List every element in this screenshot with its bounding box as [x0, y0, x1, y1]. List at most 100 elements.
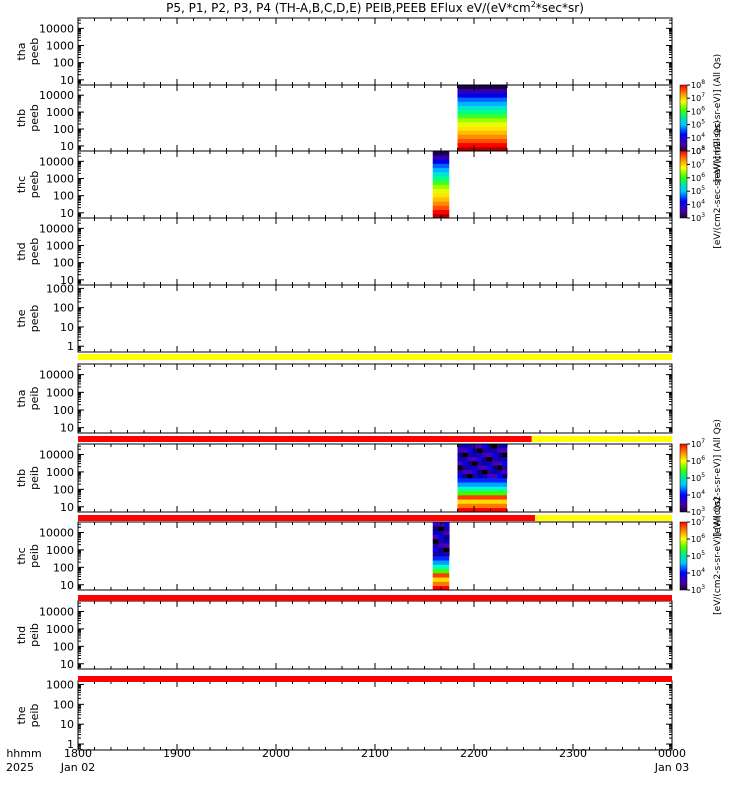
spectrogram-cell	[432, 551, 439, 557]
y-tick-label: 10000	[39, 369, 74, 382]
spectrogram-cell	[457, 490, 507, 496]
spectrogram-cell	[432, 209, 450, 215]
panel-thc_peeb: 10 100 1000 10000 thcpeeb	[15, 150, 673, 220]
spectrogram-cell	[432, 188, 450, 194]
spectrogram-cell	[432, 534, 439, 540]
colorbar-tick-label: 108	[691, 145, 705, 156]
spectrogram-cell	[457, 456, 463, 462]
spectrogram-cell	[432, 163, 450, 169]
spectrogram-cell	[492, 448, 498, 453]
spectrogram-cell	[482, 452, 488, 458]
y-tick-label: 100	[53, 302, 74, 315]
time-tick-label: 2000	[262, 747, 290, 760]
spectrogram-cell	[457, 499, 507, 504]
y-tick-label: 10	[60, 579, 74, 592]
spectrogram-cell	[492, 461, 498, 466]
status-segment	[531, 436, 672, 442]
spectrogram-cell	[457, 109, 507, 115]
y-tick-label: 100	[53, 123, 74, 136]
y-tick-label: 100	[53, 257, 74, 270]
spectrogram-cell	[502, 444, 508, 449]
spectrogram-cell	[462, 469, 468, 475]
spectrogram-cell	[432, 155, 450, 160]
spectrogram-cell	[457, 118, 507, 123]
spectrogram-cell	[462, 448, 468, 453]
spectrogram-cell	[487, 456, 493, 462]
panel-label: thbpeeb	[15, 104, 41, 132]
y-tick-label: 1000	[46, 40, 74, 53]
spectrogram-cell	[477, 452, 483, 458]
y-tick-label: 1	[67, 738, 74, 751]
spectrogram-cell	[457, 85, 507, 90]
spectrogram-cell	[457, 126, 507, 131]
spectrogram-cell	[487, 461, 493, 466]
spectrogram-cell	[482, 473, 488, 479]
spectrogram-cell	[432, 197, 450, 202]
time-tick-label: 1800	[64, 747, 92, 760]
spectrogram-cell	[502, 465, 508, 470]
spectrogram-cell	[432, 159, 450, 164]
spectrogram-cell	[438, 534, 445, 540]
panel-thb_peib: 10 100 1000 10000 thbpeib	[15, 443, 673, 514]
spectrogram-cell	[457, 465, 463, 470]
y-tick-label: 10000	[39, 605, 74, 618]
spectrogram-cell	[482, 469, 488, 475]
spectrogram-cell	[467, 465, 473, 470]
panel-the_peib: 1 10 100 1000 thepeib	[15, 678, 673, 751]
spectrogram-cell	[457, 478, 507, 483]
y-tick-label: 100	[53, 698, 74, 711]
spectrogram-cell	[457, 122, 507, 127]
y-tick-label: 10	[60, 658, 74, 671]
time-tick-label: 2200	[460, 747, 488, 760]
status-bar	[78, 676, 672, 682]
colorbar-tick-label: 103	[691, 212, 705, 223]
time-tick-label: 2100	[361, 747, 389, 760]
y-tick-label: 1000	[46, 282, 74, 295]
spectrogram-cell	[443, 547, 450, 553]
spectrogram-cell	[432, 547, 439, 553]
spectrogram-cell	[432, 526, 439, 531]
spectrogram-cell	[443, 526, 450, 531]
spectrogram-cell	[467, 456, 473, 462]
status-bar	[78, 354, 672, 360]
y-tick-label: 1000	[46, 106, 74, 119]
colorbar: 103 104 105 106 107 108 [eV/(cm2-sec-sr-eV)] (…	[679, 120, 723, 249]
spectrogram-cell	[457, 503, 507, 509]
spectrogram-cell	[502, 452, 508, 458]
spectrogram-cell	[457, 507, 507, 513]
spectrogram-cell	[487, 452, 493, 458]
y-tick-label: 100	[53, 57, 74, 70]
spectrogram-cell	[457, 142, 507, 148]
spectrogram-cell	[457, 469, 463, 475]
spectrogram-cell	[457, 134, 507, 139]
spectrogram-cell	[497, 444, 503, 449]
colorbar-tick-label: 104	[691, 132, 705, 143]
spectrogram-cell	[482, 465, 488, 470]
spectrogram-cell	[438, 543, 445, 548]
spectrogram-cell	[432, 184, 450, 189]
spectrogram-cell	[432, 201, 450, 206]
panel-label: thapeeb	[15, 38, 41, 66]
spectrogram-cell	[443, 530, 450, 536]
spectrogram-cell	[432, 560, 450, 565]
status-segment	[78, 595, 672, 601]
time-axis-date-start: Jan 02	[60, 761, 95, 774]
colorbar-scale	[679, 443, 688, 513]
spectrogram-cell	[438, 539, 445, 544]
spectrogram-cell	[432, 539, 439, 544]
time-axis-date-end: Jan 03	[654, 761, 689, 774]
panel-tha_peeb: 10 100 1000 10000 thapeeb	[15, 17, 673, 87]
spectrogram-cell	[457, 113, 507, 119]
y-tick-label: 10	[60, 422, 74, 435]
spectrogram-cell	[487, 448, 493, 453]
colorbar-tick-label: 108	[691, 79, 705, 90]
spectrogram-cell	[497, 473, 503, 479]
spectrogram-cell	[443, 522, 450, 527]
spectrogram-cell	[472, 456, 478, 462]
colorbar-tick-label: 106	[691, 455, 705, 466]
colorbar-tick-label: 103	[691, 584, 705, 595]
spectrogram-cell	[482, 444, 488, 449]
status-segment	[535, 515, 672, 521]
spectrogram-cell	[457, 444, 463, 449]
